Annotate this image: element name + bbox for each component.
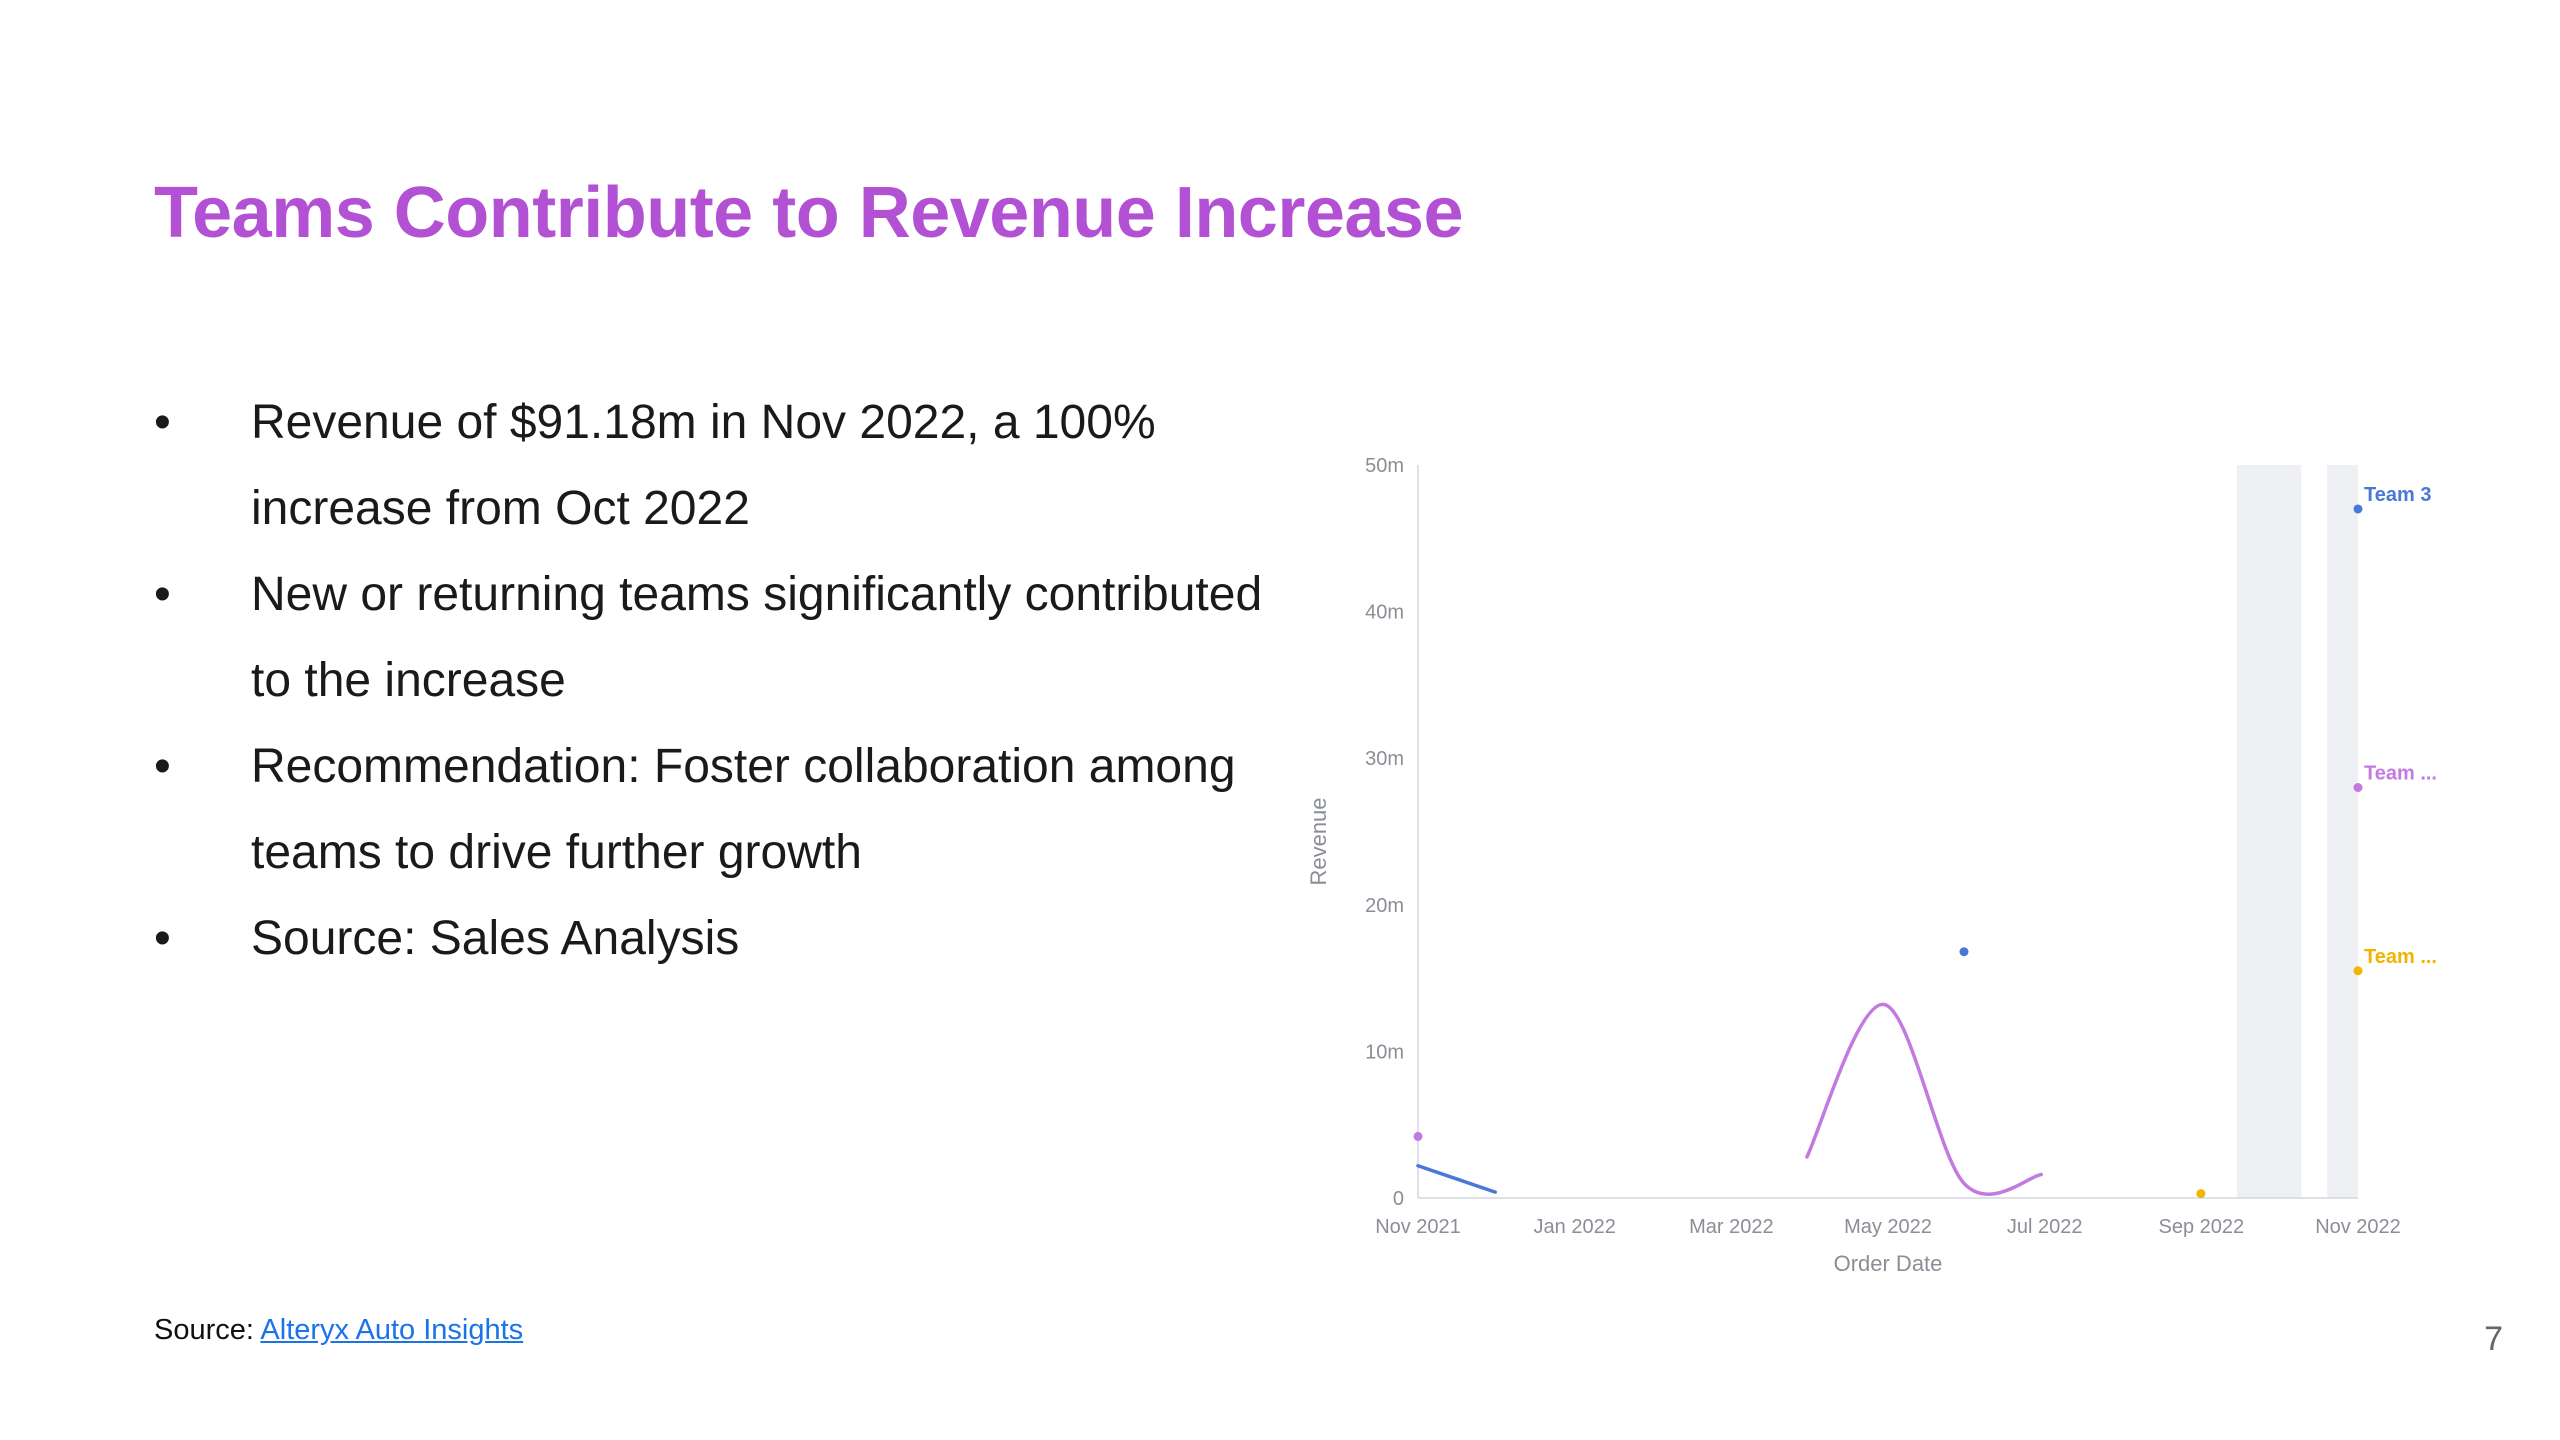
data-point <box>1413 1131 1423 1141</box>
highlight-band <box>2327 465 2358 1198</box>
x-tick-label: Mar 2022 <box>1689 1216 1774 1238</box>
slide-title: Teams Contribute to Revenue Increase <box>154 173 1464 253</box>
series-line <box>1805 1002 2043 1196</box>
y-tick-label: 20m <box>1365 895 1404 917</box>
tick-labels: 0 10m 20m 30m 40m 50m Nov 2021 Jan 2022 Mar 2022… <box>1365 455 2401 1238</box>
x-tick-label: Jul 2022 <box>2007 1216 2083 1238</box>
x-tick-label: Nov 2022 <box>2315 1216 2401 1238</box>
bullet-item: • Recommendation: Foster collaboration am… <box>154 724 1264 896</box>
source-footer: Source: Alteryx Auto Insights <box>154 1314 523 1347</box>
bullet-dot: • <box>154 740 171 793</box>
source-prefix: Source: <box>154 1314 261 1346</box>
highlight-band <box>2236 465 2302 1198</box>
bullet-dot: • <box>154 568 171 621</box>
page-number: 7 <box>2484 1320 2503 1358</box>
highlight-bands <box>2236 465 2358 1198</box>
bullet-text: Revenue of $91.18m in Nov 2022, a 100% i… <box>251 396 1156 535</box>
bullet-dot: • <box>154 912 171 965</box>
bullet-list: • Revenue of $91.18m in Nov 2022, a 100% … <box>154 380 1264 982</box>
data-point <box>2353 966 2363 976</box>
bullet-item: • Revenue of $91.18m in Nov 2022, a 100% … <box>154 380 1264 552</box>
data-point <box>2353 783 2363 793</box>
bullet-text: New or returning teams significantly con… <box>251 568 1263 707</box>
data-point <box>2353 504 2363 514</box>
series-marks <box>1413 504 2363 1199</box>
bullet-item: • Source: Sales Analysis <box>154 896 1264 982</box>
x-tick-label: Nov 2021 <box>1375 1216 1461 1238</box>
data-point <box>1959 947 1969 957</box>
y-tick-label: 10m <box>1365 1041 1404 1063</box>
bullet-dot: • <box>154 396 171 449</box>
series-end-label: Team 3 <box>2364 484 2431 506</box>
bullet-item: • New or returning teams significantly co… <box>154 552 1264 724</box>
revenue-chart: 0 10m 20m 30m 40m 50m Nov 2021 Jan 2022 Mar 2022… <box>1300 420 2460 1300</box>
series-end-label: Team ... <box>2364 946 2437 968</box>
y-axis-title: Revenue <box>1306 797 1331 885</box>
x-tick-label: May 2022 <box>1844 1216 1932 1238</box>
data-point <box>2196 1189 2206 1199</box>
series-end-label: Team ... <box>2364 763 2437 785</box>
chart-svg: 0 10m 20m 30m 40m 50m Nov 2021 Jan 2022 Mar 2022… <box>1306 455 2437 1276</box>
source-link[interactable]: Alteryx Auto Insights <box>260 1314 524 1346</box>
bullet-text: Recommendation: Foster collaboration amo… <box>251 740 1236 879</box>
y-tick-label: 30m <box>1365 748 1404 770</box>
y-tick-label: 0 <box>1393 1188 1404 1210</box>
x-axis-title: Order Date <box>1834 1251 1943 1276</box>
chart-axes <box>1417 465 2358 1199</box>
y-tick-label: 40m <box>1365 602 1404 624</box>
bullet-text: Source: Sales Analysis <box>251 912 740 965</box>
x-tick-label: Sep 2022 <box>2159 1216 2245 1238</box>
series-labels: Team 3 Team ... Team ... <box>2364 484 2437 968</box>
series-line <box>1416 1163 1498 1194</box>
x-tick-label: Jan 2022 <box>1534 1216 1616 1238</box>
y-tick-label: 50m <box>1365 455 1404 477</box>
